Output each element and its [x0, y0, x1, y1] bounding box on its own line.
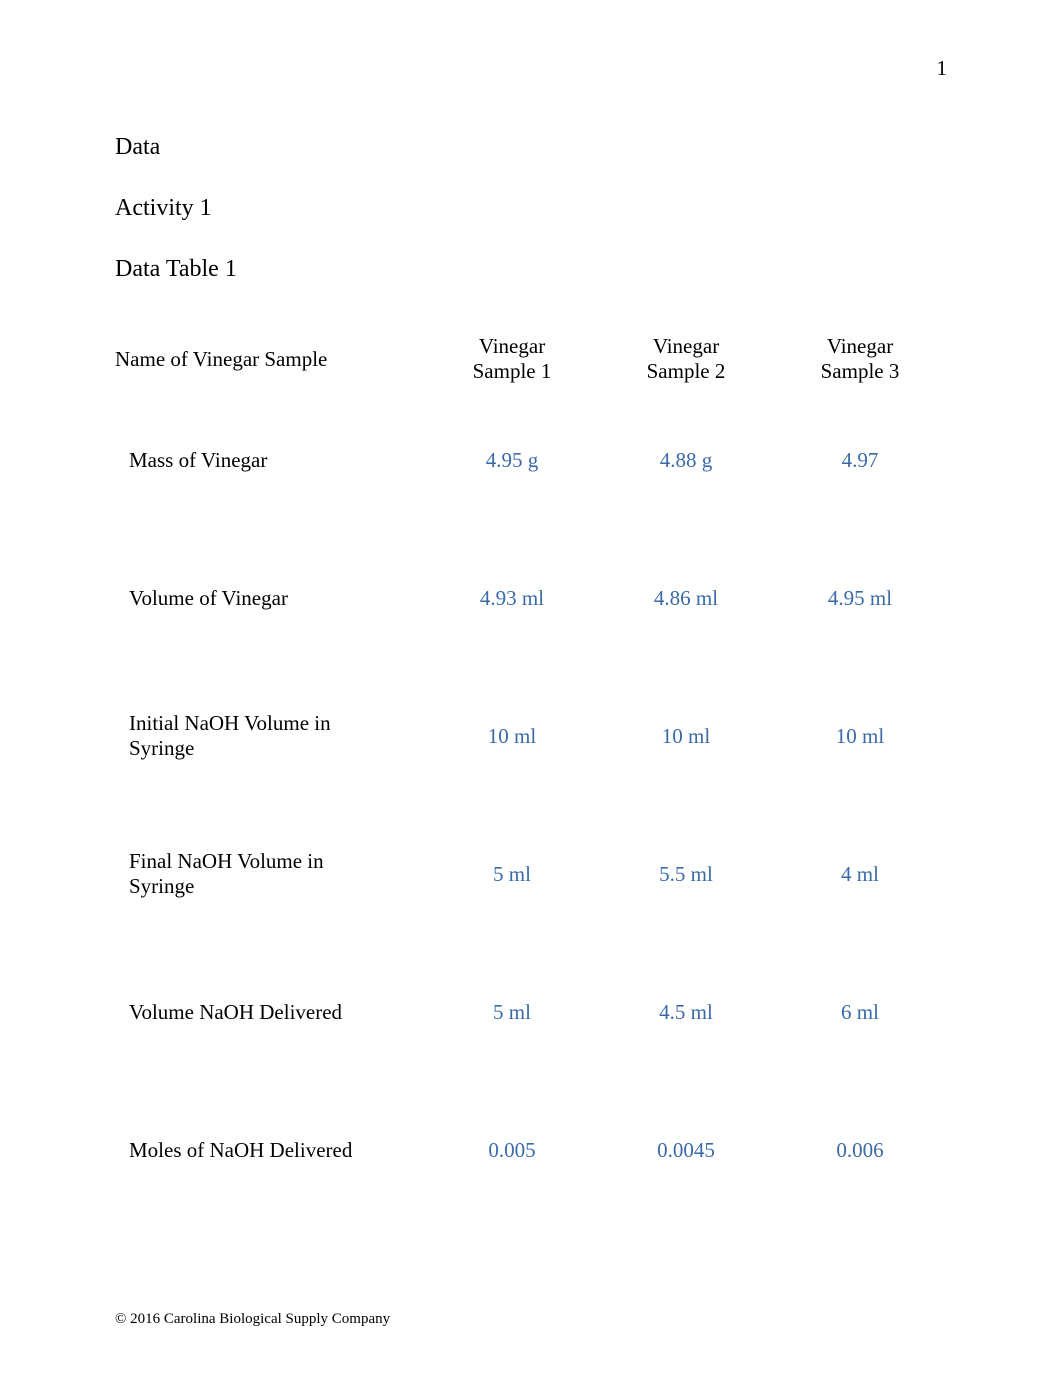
col-header-sample-2-line2: Sample 2 — [647, 359, 726, 383]
cell-value: 4.95 ml — [773, 529, 947, 667]
col-header-sample-1-line1: Vinegar — [479, 334, 545, 358]
table-row: Volume NaOH Delivered 5 ml 4.5 ml 6 ml — [115, 943, 947, 1081]
page: 1 Data Activity 1 Data Table 1 Name of V… — [0, 0, 1062, 1376]
page-number: 1 — [937, 56, 948, 81]
table-row: Mass of Vinegar 4.95 g 4.88 g 4.97 — [115, 391, 947, 529]
row-label-moles-naoh: Moles of NaOH Delivered — [115, 1081, 425, 1219]
row-label-mass: Mass of Vinegar — [115, 391, 425, 529]
row-label-volume-naoh-delivered: Volume NaOH Delivered — [115, 943, 425, 1081]
cell-value: 4.86 ml — [599, 529, 773, 667]
cell-value: 5.5 ml — [599, 805, 773, 943]
table-header-row: Name of Vinegar Sample Vinegar Sample 1 … — [115, 327, 947, 391]
table-row: Initial NaOH Volume in Syringe 10 ml 10 … — [115, 667, 947, 805]
col-header-name: Name of Vinegar Sample — [115, 327, 425, 391]
col-header-sample-1: Vinegar Sample 1 — [425, 327, 599, 391]
cell-value: 4 ml — [773, 805, 947, 943]
cell-value: 4.88 g — [599, 391, 773, 529]
col-header-sample-3-line1: Vinegar — [827, 334, 893, 358]
table-row: Final NaOH Volume in Syringe 5 ml 5.5 ml… — [115, 805, 947, 943]
cell-value: 0.005 — [425, 1081, 599, 1219]
heading-table: Data Table 1 — [115, 256, 947, 283]
cell-value: 0.006 — [773, 1081, 947, 1219]
row-label-final-naoh: Final NaOH Volume in Syringe — [115, 805, 425, 943]
col-header-sample-2: Vinegar Sample 2 — [599, 327, 773, 391]
cell-value: 5 ml — [425, 805, 599, 943]
col-header-sample-1-line2: Sample 1 — [473, 359, 552, 383]
heading-data: Data — [115, 134, 947, 161]
cell-value: 0.0045 — [599, 1081, 773, 1219]
row-label-volume-vinegar: Volume of Vinegar — [115, 529, 425, 667]
cell-value: 10 ml — [773, 667, 947, 805]
row-label-initial-naoh: Initial NaOH Volume in Syringe — [115, 667, 425, 805]
data-table: Name of Vinegar Sample Vinegar Sample 1 … — [115, 327, 947, 1219]
cell-value: 4.5 ml — [599, 943, 773, 1081]
cell-value: 6 ml — [773, 943, 947, 1081]
col-header-sample-2-line1: Vinegar — [653, 334, 719, 358]
col-header-sample-3-line2: Sample 3 — [821, 359, 900, 383]
footer-copyright: © 2016 Carolina Biological Supply Compan… — [115, 1311, 390, 1328]
col-header-sample-3: Vinegar Sample 3 — [773, 327, 947, 391]
heading-activity: Activity 1 — [115, 195, 947, 222]
cell-value: 5 ml — [425, 943, 599, 1081]
cell-value: 4.93 ml — [425, 529, 599, 667]
cell-value: 10 ml — [425, 667, 599, 805]
table-row: Volume of Vinegar 4.93 ml 4.86 ml 4.95 m… — [115, 529, 947, 667]
cell-value: 4.95 g — [425, 391, 599, 529]
cell-value: 4.97 — [773, 391, 947, 529]
table-row: Moles of NaOH Delivered 0.005 0.0045 0.0… — [115, 1081, 947, 1219]
cell-value: 10 ml — [599, 667, 773, 805]
